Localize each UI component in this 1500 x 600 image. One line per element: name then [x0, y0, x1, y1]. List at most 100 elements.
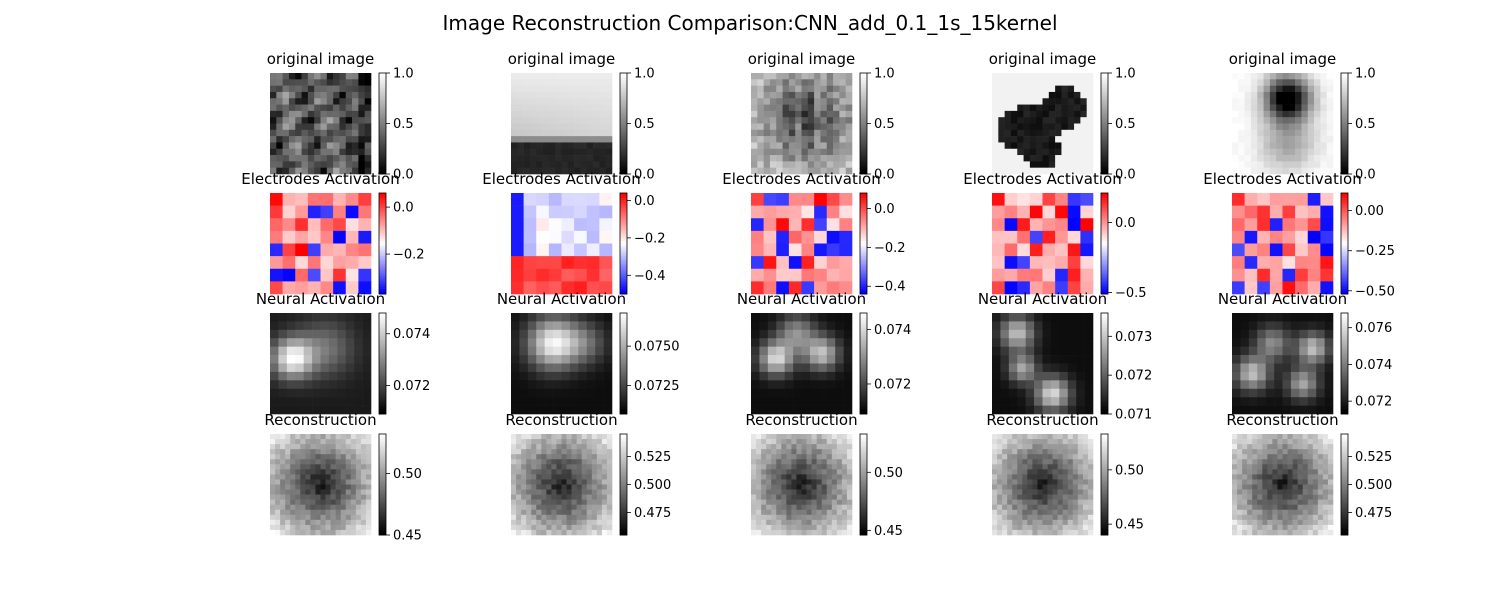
- heatmap-cell: [305, 469, 311, 475]
- heatmap-cell: [1320, 136, 1327, 143]
- heatmap-cell: [593, 117, 600, 124]
- heatmap-cell: [606, 529, 613, 536]
- electrodes-colorbar-2: −0.4−0.20.0: [619, 192, 666, 295]
- heatmap-cell: [305, 489, 311, 495]
- colorbar-step: [620, 171, 627, 175]
- heatmap-cell: [555, 91, 562, 99]
- heatmap-cell: [776, 329, 785, 339]
- colorbar-step: [379, 100, 386, 104]
- colorbar-step: [1101, 403, 1108, 407]
- heatmap-cell: [1244, 142, 1252, 150]
- heatmap-cell: [605, 155, 613, 162]
- heatmap-cell: [826, 313, 836, 322]
- heatmap-cell: [295, 129, 302, 137]
- heatmap-cell: [335, 444, 341, 450]
- colorbar-step: [620, 148, 627, 152]
- heatmap-cell: [276, 85, 283, 93]
- heatmap-cell: [826, 464, 833, 470]
- heatmap-cell: [295, 218, 309, 232]
- heatmap-cell: [1307, 454, 1314, 460]
- heatmap-cell: [997, 439, 1003, 445]
- colorbar-step: [379, 383, 386, 387]
- heatmap-cell: [553, 338, 562, 347]
- colorbar-step: [620, 83, 627, 87]
- heatmap-cell: [796, 504, 802, 511]
- heatmap-cell: [1057, 504, 1063, 511]
- heatmap-cell: [1067, 79, 1075, 86]
- colorbar-step: [1341, 268, 1348, 272]
- colorbar-step: [860, 261, 867, 265]
- heatmap-cell: [821, 509, 828, 516]
- heatmap-cell: [576, 454, 582, 460]
- colorbar-step: [860, 225, 867, 229]
- heatmap-cell: [1244, 73, 1252, 80]
- heatmap-cell: [516, 489, 522, 495]
- heatmap-cell: [1299, 388, 1309, 398]
- heatmap-cell: [599, 281, 613, 295]
- heatmap-cell: [811, 434, 817, 440]
- heatmap-cell: [836, 524, 843, 531]
- heatmap-cell: [1282, 405, 1292, 415]
- heatmap-cell: [536, 91, 543, 99]
- heatmap-cell: [1282, 193, 1296, 206]
- heatmap-cell: [846, 459, 853, 465]
- heatmap-cell: [350, 519, 357, 526]
- heatmap-cell: [307, 91, 315, 99]
- heatmap-cell: [270, 529, 276, 536]
- heatmap-cell: [776, 494, 782, 500]
- colorbar-step: [1101, 439, 1108, 442]
- heatmap-cell: [1238, 104, 1245, 112]
- heatmap-cell: [776, 243, 790, 257]
- heatmap-cell: [1032, 524, 1038, 531]
- heatmap-cell: [320, 142, 328, 150]
- heatmap-cell: [561, 230, 575, 244]
- heatmap-cell: [846, 504, 853, 511]
- heatmap-cell: [1034, 371, 1043, 381]
- heatmap-cell: [1307, 444, 1314, 450]
- heatmap-cell: [606, 504, 613, 511]
- colorbar-step: [620, 378, 627, 382]
- heatmap-cell: [337, 355, 347, 364]
- heatmap-cell: [1084, 380, 1094, 390]
- heatmap-cell: [542, 110, 550, 118]
- colorbar-step: [1101, 153, 1108, 157]
- heatmap-cell: [1047, 524, 1053, 531]
- heatmap-cell: [1080, 205, 1094, 219]
- heatmap-cell: [756, 454, 762, 460]
- heatmap-cell: [581, 529, 588, 536]
- heatmap-cell: [757, 155, 764, 162]
- heatmap-cell: [511, 371, 520, 381]
- heatmap-cell: [541, 529, 547, 536]
- colorbar-step: [379, 323, 386, 327]
- heatmap-cell: [839, 161, 846, 168]
- heatmap-cell: [352, 136, 359, 143]
- heatmap-cell: [307, 79, 315, 86]
- colorbar-step: [1101, 90, 1108, 94]
- colorbar-step: [1341, 123, 1348, 127]
- colorbar-step: [1101, 156, 1108, 160]
- heatmap-cell: [1295, 193, 1309, 206]
- heatmap-cell: [786, 479, 792, 485]
- heatmap-cell: [1029, 230, 1043, 244]
- heatmap-cell: [536, 469, 542, 475]
- heatmap-cell: [526, 524, 532, 531]
- heatmap-cell: [771, 439, 777, 445]
- colorbar-step: [620, 340, 627, 344]
- colorbar-step: [1101, 373, 1108, 377]
- heatmap-cell: [1004, 110, 1012, 118]
- heatmap-cell: [282, 205, 296, 219]
- heatmap-cell: [801, 268, 815, 282]
- heatmap-cell: [1042, 321, 1052, 331]
- heatmap-cell: [523, 85, 531, 93]
- heatmap-cell: [992, 218, 1005, 232]
- colorbar-step: [860, 95, 867, 99]
- heatmap-cell: [796, 459, 802, 465]
- heatmap-cell: [846, 479, 853, 485]
- heatmap-cell: [295, 405, 304, 415]
- heatmap-cell: [352, 73, 359, 80]
- colorbar-step: [1341, 88, 1348, 92]
- heatmap-cell: [574, 98, 581, 105]
- heatmap-cell: [340, 439, 347, 445]
- heatmap-cell: [1244, 91, 1252, 99]
- colorbar-step: [1101, 123, 1108, 127]
